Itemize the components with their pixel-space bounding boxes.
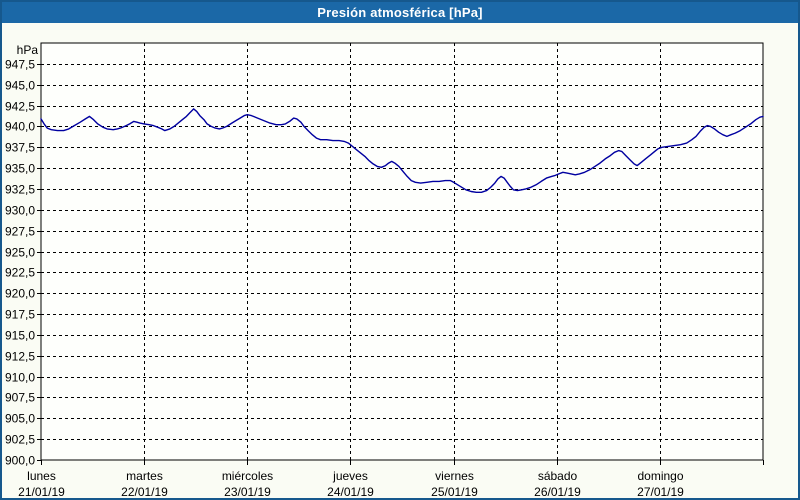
x-axis-day-label: sábado (538, 469, 578, 483)
y-axis-tick-label: 902,5 (5, 433, 35, 447)
plot-area (40, 42, 764, 461)
y-axis-tick-label: 907,5 (5, 391, 35, 405)
x-axis-date-label: 26/01/19 (534, 485, 581, 499)
y-axis-tick-label: 920,0 (5, 287, 35, 301)
y-axis-tick-label: 910,0 (5, 371, 35, 385)
y-axis-tick-label: 937,5 (5, 141, 35, 155)
x-axis-day-label: lunes (27, 469, 56, 483)
x-axis-date-label: 24/01/19 (327, 485, 374, 499)
y-axis-tick-label: 942,5 (5, 100, 35, 114)
x-axis-date-label: 23/01/19 (224, 485, 271, 499)
y-axis-tick-label: 915,0 (5, 329, 35, 343)
x-axis-day-label: viernes (435, 469, 474, 483)
y-axis-tick-label: 912,5 (5, 350, 35, 364)
y-axis-tick-label: 947,5 (5, 58, 35, 72)
y-axis-tick-label: 932,5 (5, 183, 35, 197)
y-axis-tick-label: 927,5 (5, 225, 35, 239)
y-axis-tick-label: 945,0 (5, 79, 35, 93)
x-axis-date-label: 25/01/19 (431, 485, 478, 499)
x-axis-date-label: 22/01/19 (121, 485, 168, 499)
x-axis-date-label: 21/01/19 (18, 485, 65, 499)
y-axis-tick-label: 935,0 (5, 162, 35, 176)
y-axis-tick-label: 922,5 (5, 266, 35, 280)
y-axis-unit-label: hPa (17, 43, 39, 57)
pressure-series-line (40, 108, 764, 194)
window-title: Presión atmosférica [hPa] (2, 2, 798, 23)
y-axis-tick-label: 925,0 (5, 246, 35, 260)
x-axis-day-label: domingo (637, 469, 683, 483)
y-axis-tick-label: 940,0 (5, 120, 35, 134)
y-axis-tick-label: 905,0 (5, 412, 35, 426)
x-axis-day-label: jueves (332, 469, 368, 483)
x-axis-day-label: miércoles (222, 469, 273, 483)
x-axis-date-label: 27/01/19 (637, 485, 684, 499)
y-axis-tick-label: 917,5 (5, 308, 35, 322)
y-axis-tick-label: 900,0 (5, 454, 35, 468)
x-axis-day-label: martes (126, 469, 163, 483)
y-axis-tick-label: 930,0 (5, 204, 35, 218)
